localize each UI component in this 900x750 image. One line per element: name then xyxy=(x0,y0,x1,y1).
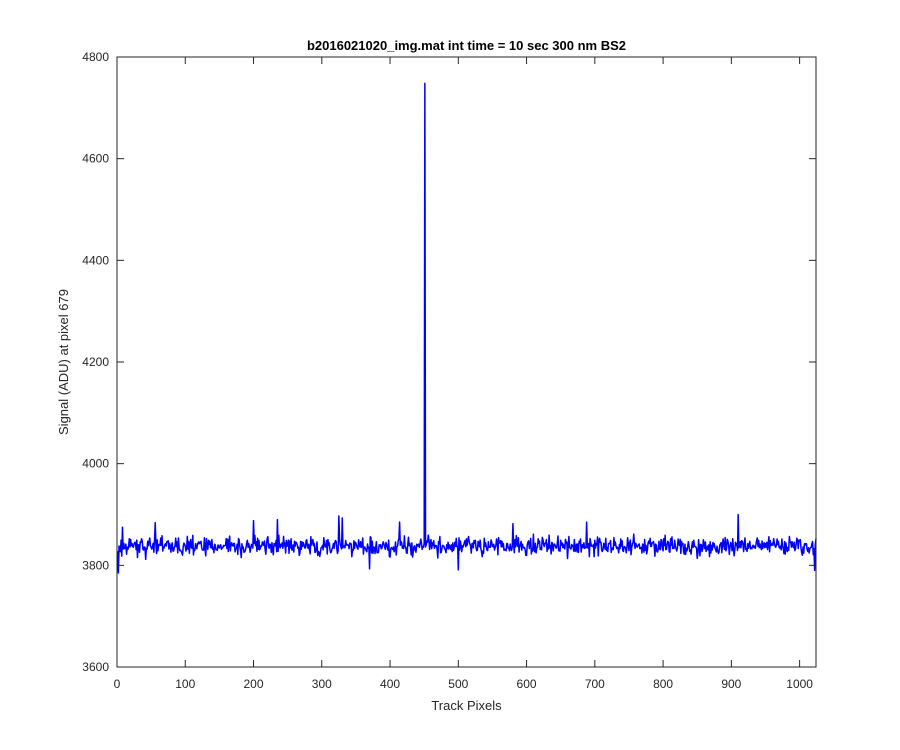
x-tick-label: 200 xyxy=(244,677,264,691)
x-tick-label: 0 xyxy=(114,677,121,691)
x-tick-label: 1000 xyxy=(786,677,813,691)
y-tick-label: 4400 xyxy=(82,253,109,267)
x-tick-label: 700 xyxy=(585,677,605,691)
chart-title: b2016021020_img.mat int time = 10 sec 30… xyxy=(307,38,626,53)
series-line xyxy=(116,82,817,574)
x-tick-label: 400 xyxy=(380,677,400,691)
plot-area xyxy=(117,57,816,667)
series-layer xyxy=(116,82,817,574)
y-tick-label: 3800 xyxy=(82,558,109,572)
y-tick-label: 4600 xyxy=(82,152,109,166)
y-tick-label: 3600 xyxy=(82,660,109,674)
x-axis-label: Track Pixels xyxy=(431,698,502,713)
y-tick-label: 4200 xyxy=(82,355,109,369)
x-tick-label: 100 xyxy=(175,677,195,691)
y-tick-label: 4000 xyxy=(82,457,109,471)
x-tick-label: 500 xyxy=(448,677,468,691)
x-tick-label: 900 xyxy=(721,677,741,691)
x-tick-label: 300 xyxy=(312,677,332,691)
y-tick-label: 4800 xyxy=(82,50,109,64)
x-tick-label: 600 xyxy=(517,677,537,691)
ticks-layer: 0 100 200 300 400 500 600 700 800 900 1000 3600 3800… xyxy=(82,50,816,691)
y-axis-label: Signal (ADU) at pixel 679 xyxy=(56,289,71,435)
x-tick-label: 800 xyxy=(653,677,673,691)
